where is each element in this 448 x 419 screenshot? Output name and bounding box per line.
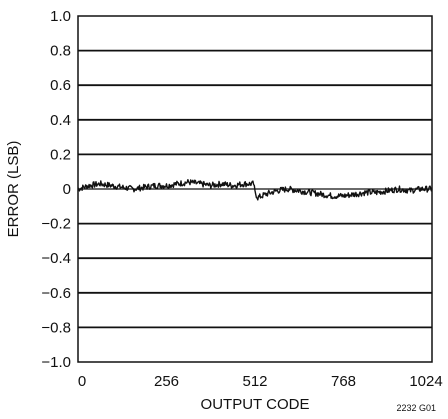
error-series-line — [77, 179, 433, 201]
y-tick-label: 0.2 — [50, 146, 71, 163]
x-tick-label: 512 — [242, 373, 267, 390]
y-tick-label: −0.2 — [41, 216, 71, 233]
y-tick-label: −0.6 — [41, 285, 71, 302]
y-tick-label: 0 — [63, 181, 71, 198]
x-axis-title: OUTPUT CODE — [201, 396, 310, 413]
y-tick-label: −0.4 — [41, 250, 71, 267]
x-tick-labels: 0 256 512 768 1024 — [78, 373, 443, 390]
x-tick-label: 768 — [331, 373, 356, 390]
y-tick-label: 0.6 — [50, 77, 71, 94]
y-axis-title: ERROR (LSB) — [5, 141, 22, 238]
figure-code-label: 2232 G01 — [396, 403, 436, 413]
y-tick-label: −0.8 — [41, 319, 71, 336]
y-tick-labels: 1.0 0.8 0.6 0.4 0.2 0 −0.2 −0.4 −0.6 −0.8 −1.0 — [41, 8, 71, 371]
x-tick-label: 0 — [78, 373, 86, 390]
x-tick-label: 1024 — [409, 373, 442, 390]
y-tick-label: 1.0 — [50, 8, 71, 25]
y-tick-label: −1.0 — [41, 354, 71, 371]
x-tick-label: 256 — [154, 373, 179, 390]
y-tick-label: 0.8 — [50, 43, 71, 60]
y-tick-label: 0.4 — [50, 112, 71, 129]
